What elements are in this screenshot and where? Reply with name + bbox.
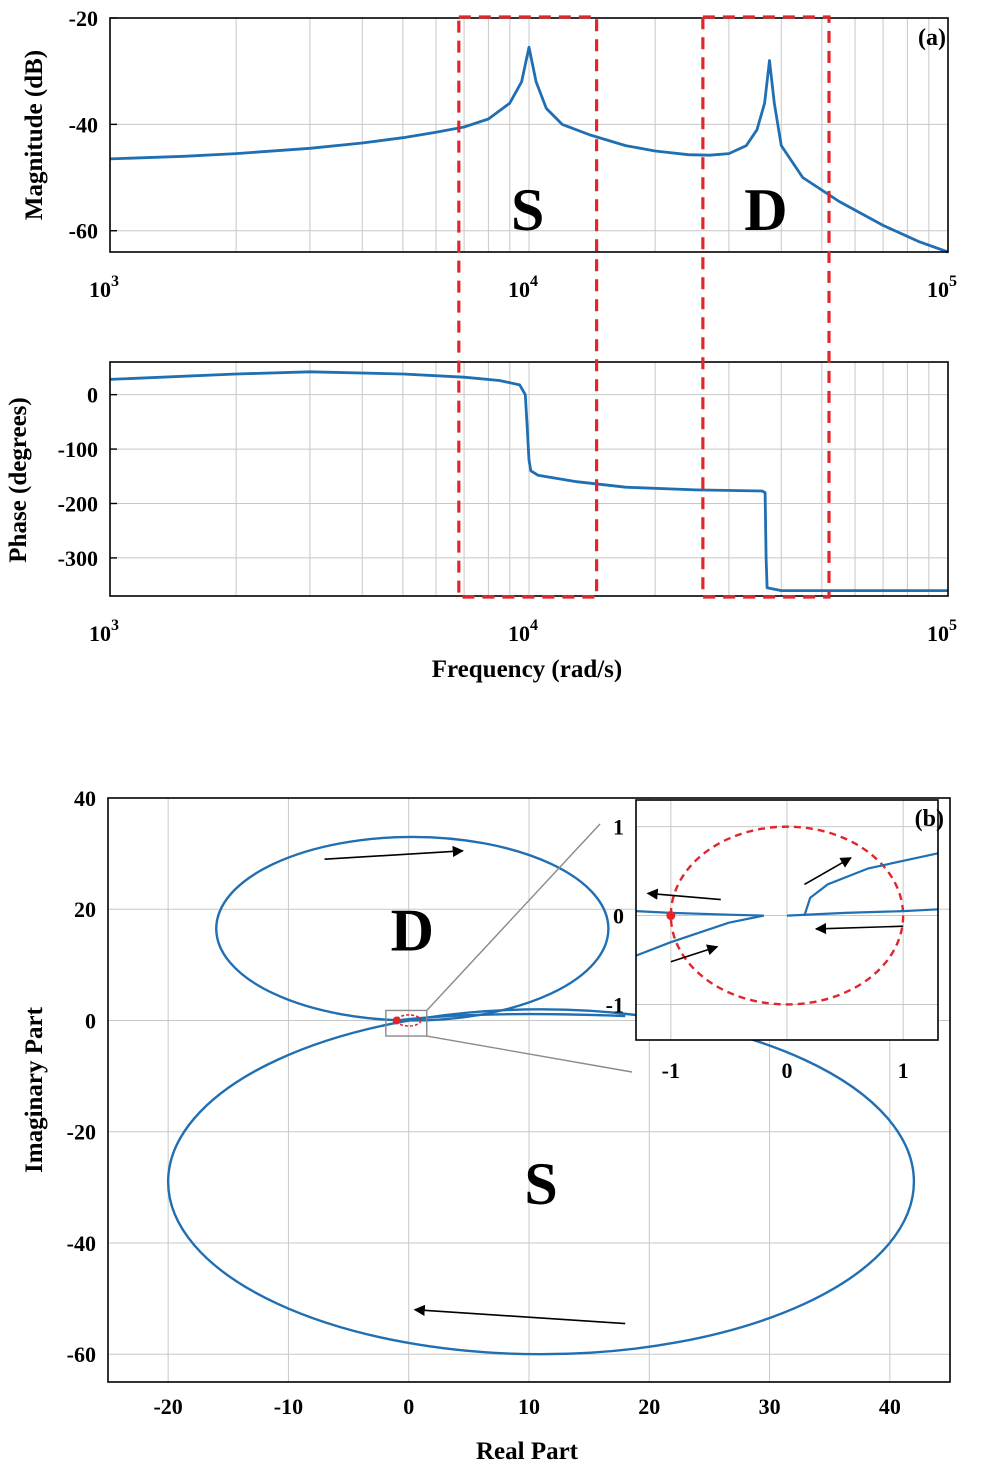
y-tick-label: -40 — [69, 112, 98, 137]
direction-arrow — [324, 845, 464, 860]
inset-curve — [786, 908, 939, 917]
inset-y-tick-label: 0 — [613, 904, 624, 929]
inset-x-tick-label: 0 — [782, 1058, 793, 1083]
x-tick-label: 0 — [403, 1394, 414, 1419]
magnitude-series-line — [109, 45, 949, 254]
phase-y-label: Phase (degrees) — [5, 397, 32, 562]
direction-arrow — [413, 1304, 626, 1325]
phase-y-ticks: 0 -100 -200 -300 — [58, 383, 117, 571]
frequency-x-label: Frequency (rad/s) — [432, 656, 623, 683]
panel-a-tag: (a) — [918, 25, 946, 51]
inset-y-tick-label: 1 — [613, 815, 624, 840]
y-tick-label: 40 — [74, 786, 96, 811]
x-tick-label: 105 — [927, 273, 957, 302]
inset-arrow — [814, 922, 904, 935]
x-tick-label: 40 — [879, 1394, 901, 1419]
zoom-connector — [426, 1035, 633, 1073]
inset-frame — [635, 799, 939, 1041]
inset-x-tick-label: -1 — [662, 1058, 680, 1083]
region-S-label: S — [511, 177, 544, 243]
critical-point — [392, 1016, 401, 1025]
y-tick-label: -60 — [69, 219, 98, 244]
x-tick-label: 10 — [518, 1394, 540, 1419]
nyquist-y-label: Imaginary Part — [21, 1006, 48, 1173]
y-tick-label: -20 — [69, 6, 98, 31]
phase-x-ticks: 103 104 105 — [89, 617, 957, 646]
x-tick-label: -10 — [274, 1394, 303, 1419]
zoom-connector — [426, 823, 601, 1011]
nyquist-y-ticks: 40 20 0 -20 -40 -60 — [67, 786, 96, 1367]
inset-y-tick-label: -1 — [606, 992, 624, 1017]
nyquist-x-label: Real Part — [476, 1438, 579, 1465]
y-tick-label: 20 — [74, 897, 96, 922]
y-tick-label: 0 — [87, 383, 98, 408]
zoom-box — [385, 1009, 428, 1037]
inset-x-tick-label: 1 — [898, 1058, 909, 1083]
panel-b-tag: (b) — [915, 806, 944, 832]
x-tick-label: 104 — [508, 617, 538, 646]
inset-curve — [635, 910, 764, 917]
x-tick-label: -20 — [153, 1394, 182, 1419]
y-tick-label: 0 — [85, 1008, 96, 1033]
y-tick-label: -300 — [58, 546, 98, 571]
x-tick-label: 20 — [638, 1394, 660, 1419]
y-tick-label: -100 — [58, 437, 98, 462]
inset-unit-circle — [669, 825, 905, 1006]
x-tick-label: 105 — [927, 617, 957, 646]
x-tick-label: 30 — [759, 1394, 781, 1419]
region-D-label: D — [744, 177, 787, 243]
nyquist-axes-frame — [107, 797, 951, 1383]
inset-arrow — [646, 888, 721, 901]
inset-curve — [635, 914, 765, 957]
x-tick-label: 103 — [89, 273, 119, 302]
magnitude-plot-area — [109, 45, 949, 254]
phase-series-line — [109, 370, 948, 592]
nyquist-inset: -1 0 1 1 0 -1 — [426, 799, 939, 1083]
magnitude-y-ticks: -20 -40 -60 — [69, 6, 117, 244]
nyquist-loop-D-label: D — [391, 898, 434, 964]
nyquist-loop-S — [166, 1008, 916, 1356]
phase-grid — [110, 362, 948, 596]
y-tick-label: -40 — [67, 1231, 96, 1256]
nyquist-tail — [396, 1012, 626, 1022]
nyquist-loop-S-label: S — [524, 1151, 557, 1217]
magnitude-x-ticks: 103 104 105 — [89, 273, 957, 302]
inset-curve — [803, 852, 939, 916]
nyquist-plot-area: DS — [166, 835, 916, 1356]
region-D-box — [701, 15, 831, 599]
inset-critical-point — [666, 911, 676, 921]
x-tick-label: 103 — [89, 617, 119, 646]
region-S-box — [457, 15, 599, 599]
magnitude-y-label: Magnitude (dB) — [21, 50, 48, 220]
nyquist-x-ticks: -20 -10 0 10 20 30 40 — [153, 1394, 900, 1419]
x-tick-label: 104 — [508, 273, 538, 302]
inset-arrow — [804, 857, 852, 886]
y-tick-label: -60 — [67, 1342, 96, 1367]
y-tick-label: -200 — [58, 491, 98, 516]
y-tick-label: -20 — [67, 1120, 96, 1145]
phase-plot-area — [109, 370, 948, 592]
inset-arrow — [670, 944, 719, 963]
unit-circle-small — [395, 1014, 422, 1027]
